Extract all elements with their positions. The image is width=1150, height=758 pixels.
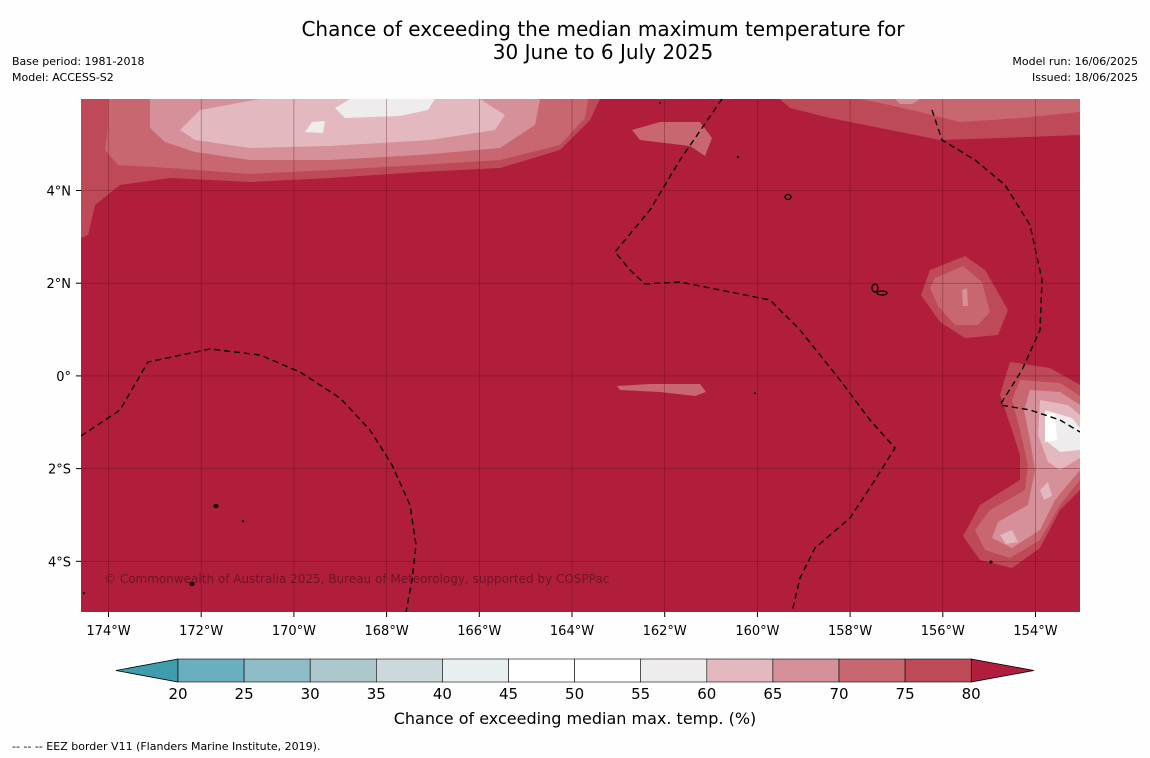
island-4 [213,504,219,508]
contour-60-northwest [180,99,505,148]
islands [82,102,993,595]
island-10 [989,560,993,564]
colorbar-label: Chance of exceeding median max. temp. (%… [393,709,757,728]
island-1 [784,193,792,201]
colorbar-tick-65: 65 [763,685,782,703]
island-8 [659,102,661,104]
x-tick-label-0: 174°W [86,624,130,639]
contour-60-southeast-small [1000,530,1018,544]
island-5 [189,582,195,586]
y-tick-label-0: 4°N [47,185,72,200]
model-run: Model run: 16/06/2025 [1012,55,1138,68]
colorbar-bin-65-70 [772,658,840,683]
x-tick-label-6: 162°W [643,624,687,639]
x-tick-label-5: 164°W [550,624,594,639]
x-axis: 174°W 172°W 170°W 168°W 166°W 164°W 162°W 160°W… [86,612,1058,639]
x-tick-label-4: 166°W [457,624,501,639]
contour-65-east-2n [962,288,968,306]
x-tick-label-1: 172°W [179,624,223,639]
issued-date: Issued: 18/06/2025 [1031,71,1138,84]
colorbar-tick-45: 45 [499,685,518,703]
colorbar-tick-70: 70 [829,685,848,703]
y-tick-label-4: 4°S [48,555,71,570]
footer-eez-note: -- -- -- EEZ border V11 (Flanders Marine… [12,740,321,753]
colorbar-bin-55-60 [640,658,708,683]
meta-right: Model run: 16/06/2025 Issued: 18/06/2025 [1012,54,1138,86]
island-11 [82,591,86,595]
x-tick-label-2: 170°W [272,624,316,639]
colorbar-bin-35-40 [375,658,443,683]
y-tick-label-1: 2°N [47,277,72,292]
colorbar-bin-60-65 [706,658,774,683]
colorbar-tick-80: 80 [962,685,981,703]
eez-border-north [614,99,896,612]
gridlines [81,99,1080,612]
colorbar-bin-30-35 [309,658,377,683]
colorbar-extend-high [970,658,1035,683]
island-7 [736,155,740,159]
eez-border-southwest [81,348,417,612]
colorbar-tick-20: 20 [168,685,187,703]
colorbar-tick-55: 55 [631,685,650,703]
island-9 [754,392,756,394]
contour-55-northwest [335,99,435,118]
title-line-2: 30 June to 6 July 2025 [492,40,714,64]
eez-border-east [931,109,1080,433]
x-tick-label-9: 156°W [921,624,965,639]
colorbar: 20 25 30 35 40 45 50 55 60 65 70 75 80 [115,658,1035,703]
map-title: Chance of exceeding the median maximum t… [0,18,1150,64]
title-line-1: Chance of exceeding the median maximum t… [301,17,905,41]
x-tick-label-10: 154°W [1013,624,1057,639]
contour-75-center-equator [617,384,706,396]
contour-70-east-2n [930,266,990,325]
colorbar-bin-70-75 [838,658,906,683]
base-period: Base period: 1981-2018 [12,55,145,68]
colorbar-extend-low [115,658,179,683]
colorbar-tick-30: 30 [301,685,320,703]
model-name: Model: ACCESS-S2 [12,71,114,84]
colorbar-tick-50: 50 [565,685,584,703]
colorbar-tick-35: 35 [367,685,386,703]
island-2 [871,283,879,293]
contour-60-east-small [1040,482,1052,500]
x-tick-label-3: 168°W [365,624,409,639]
contour-70-northeast [860,99,1080,122]
colorbar-bin-25-30 [243,658,311,683]
y-axis: 4°N 2°N 0° 2°S 4°S [47,185,81,570]
colorbar-bin-75-80 [904,658,972,683]
colorbar-bin-40-45 [442,658,509,683]
x-tick-label-7: 160°W [735,624,779,639]
map-plot-area: © Commonwealth of Australia 2025, Bureau… [81,99,1080,612]
copyright-notice: © Commonwealth of Australia 2025, Bureau… [104,572,609,586]
colorbar-bin-50-55 [574,658,641,683]
contour-65-northeast [895,99,920,104]
colorbar-bin-20-25 [177,658,245,683]
colorbar-tick-75: 75 [896,685,915,703]
contour-75-north-small [632,122,712,156]
island-6 [241,519,245,523]
background-field-80 [81,99,1080,612]
y-tick-label-2: 0° [56,370,71,385]
y-tick-label-3: 2°S [48,463,71,478]
contour-50-east-eq [1045,413,1057,442]
x-tick-label-8: 158°W [828,624,872,639]
contour-55-northwest-small [305,121,325,133]
island-3 [876,290,888,296]
meta-left: Base period: 1981-2018 Model: ACCESS-S2 [12,54,144,86]
colorbar-tick-25: 25 [235,685,254,703]
colorbar-bin-45-50 [508,658,575,683]
colorbar-tick-60: 60 [697,685,716,703]
colorbar-tick-40: 40 [433,685,452,703]
eez-borders [81,99,1080,612]
